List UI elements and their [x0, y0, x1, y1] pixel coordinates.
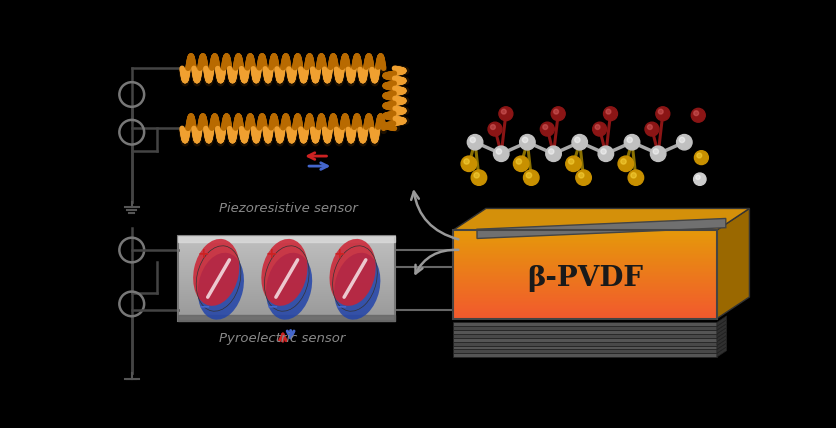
Polygon shape — [453, 208, 748, 230]
Circle shape — [493, 146, 508, 161]
Text: β-PVDF: β-PVDF — [527, 265, 642, 291]
Circle shape — [600, 149, 605, 154]
Circle shape — [471, 170, 486, 185]
Ellipse shape — [329, 239, 375, 306]
Circle shape — [553, 109, 558, 114]
Circle shape — [578, 172, 584, 178]
Circle shape — [655, 107, 669, 121]
Ellipse shape — [334, 253, 380, 320]
Circle shape — [568, 159, 573, 164]
Circle shape — [512, 156, 528, 172]
Circle shape — [657, 109, 662, 114]
Circle shape — [574, 137, 579, 143]
Polygon shape — [453, 326, 716, 330]
Polygon shape — [716, 347, 726, 357]
Circle shape — [694, 151, 707, 164]
Circle shape — [571, 134, 587, 150]
Polygon shape — [477, 218, 725, 238]
Text: −: − — [334, 299, 346, 313]
Circle shape — [691, 108, 705, 122]
Circle shape — [545, 146, 561, 161]
Circle shape — [501, 109, 506, 114]
Circle shape — [487, 122, 502, 136]
Polygon shape — [453, 338, 716, 342]
Polygon shape — [453, 322, 716, 326]
Circle shape — [522, 170, 538, 185]
Polygon shape — [453, 334, 716, 338]
Circle shape — [548, 149, 553, 154]
Circle shape — [626, 137, 632, 143]
Circle shape — [526, 172, 531, 178]
Circle shape — [645, 122, 658, 136]
Circle shape — [575, 170, 590, 185]
Ellipse shape — [193, 239, 239, 306]
Polygon shape — [453, 342, 716, 345]
Text: +: + — [265, 247, 277, 261]
Polygon shape — [716, 343, 726, 353]
Polygon shape — [716, 316, 726, 326]
Polygon shape — [453, 345, 716, 349]
Text: −: − — [199, 299, 210, 313]
Circle shape — [603, 107, 617, 121]
Circle shape — [540, 122, 553, 136]
Circle shape — [675, 134, 691, 150]
Circle shape — [594, 125, 599, 130]
Circle shape — [650, 146, 665, 161]
Circle shape — [624, 134, 639, 150]
Circle shape — [679, 137, 684, 143]
Polygon shape — [453, 349, 716, 353]
Circle shape — [466, 134, 482, 150]
Ellipse shape — [261, 239, 307, 306]
Polygon shape — [716, 327, 726, 338]
Circle shape — [630, 172, 635, 178]
Circle shape — [592, 122, 606, 136]
Circle shape — [470, 137, 475, 143]
Circle shape — [620, 159, 625, 164]
Circle shape — [463, 159, 469, 164]
Text: −: − — [267, 299, 278, 313]
Circle shape — [498, 107, 512, 121]
Circle shape — [693, 111, 698, 116]
Ellipse shape — [266, 253, 312, 320]
Bar — [178, 236, 395, 242]
Circle shape — [551, 107, 564, 121]
Circle shape — [496, 149, 501, 154]
Text: +: + — [197, 247, 209, 261]
Polygon shape — [716, 339, 726, 349]
Circle shape — [693, 173, 706, 185]
Circle shape — [598, 146, 613, 161]
Circle shape — [543, 125, 547, 130]
Bar — [178, 236, 395, 321]
Circle shape — [695, 175, 699, 179]
Bar — [178, 315, 395, 321]
Circle shape — [461, 156, 476, 172]
Polygon shape — [716, 324, 726, 334]
Circle shape — [617, 156, 633, 172]
Circle shape — [652, 149, 658, 154]
Circle shape — [519, 134, 534, 150]
Circle shape — [473, 172, 479, 178]
Text: +: + — [334, 247, 344, 261]
Polygon shape — [716, 208, 748, 318]
Circle shape — [605, 109, 610, 114]
Text: Piezoresistive sensor: Piezoresistive sensor — [219, 202, 358, 214]
Polygon shape — [716, 331, 726, 342]
Polygon shape — [716, 320, 726, 330]
Ellipse shape — [197, 253, 243, 320]
Circle shape — [696, 153, 701, 158]
Polygon shape — [716, 335, 726, 345]
Polygon shape — [453, 330, 716, 334]
Circle shape — [565, 156, 580, 172]
Polygon shape — [453, 353, 716, 357]
Circle shape — [490, 125, 495, 130]
Circle shape — [522, 137, 528, 143]
Circle shape — [627, 170, 643, 185]
Circle shape — [647, 125, 651, 130]
Circle shape — [516, 159, 521, 164]
Text: Pyroelectric sensor: Pyroelectric sensor — [219, 333, 345, 345]
